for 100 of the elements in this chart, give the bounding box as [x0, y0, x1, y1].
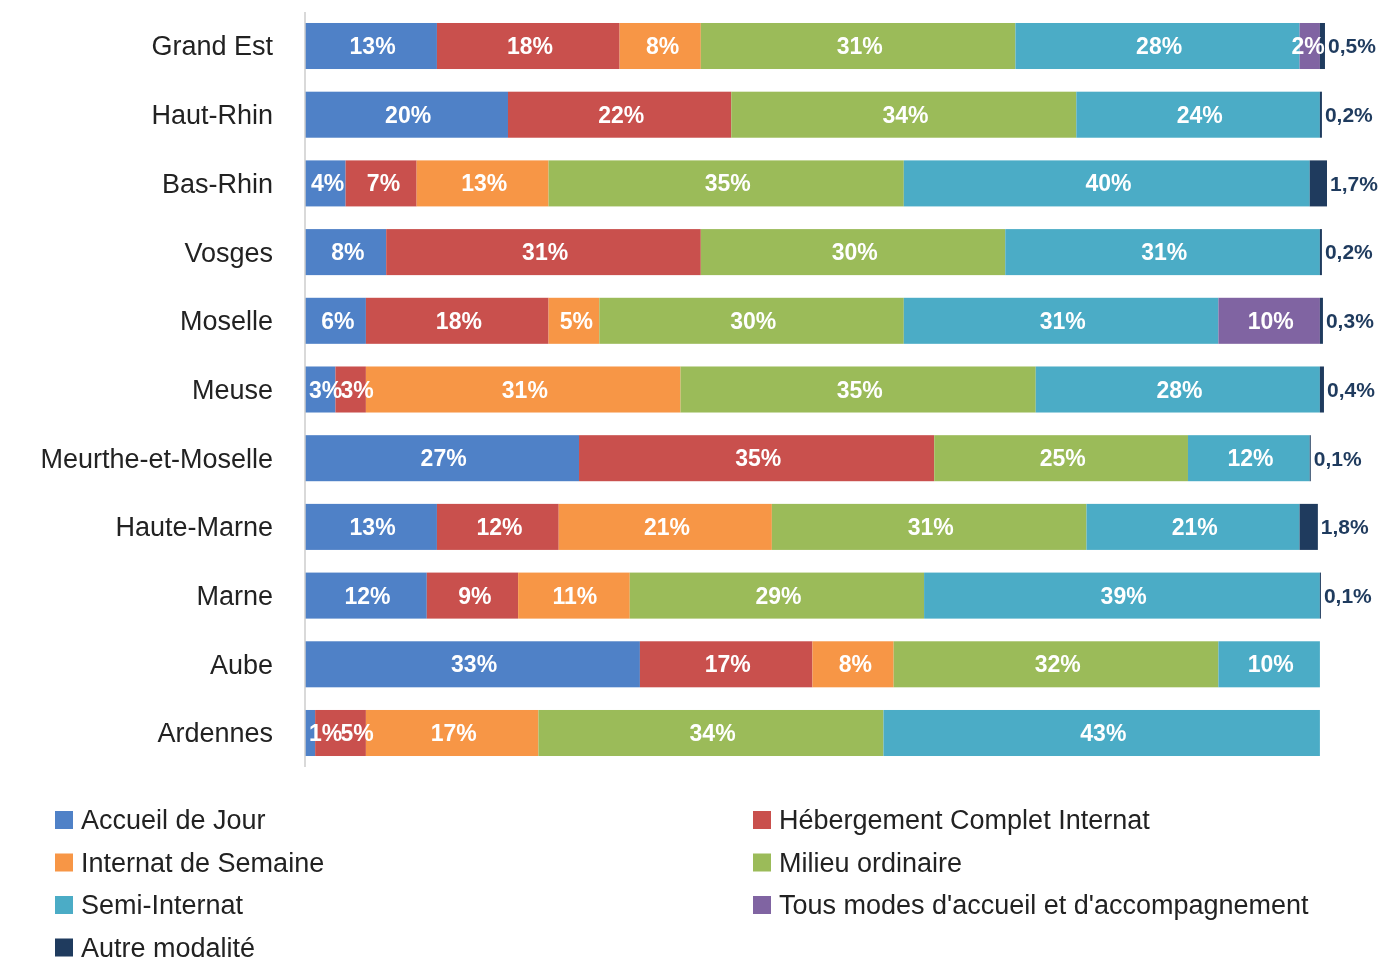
data-label: 13% — [349, 513, 396, 540]
data-label: 13% — [349, 33, 396, 60]
legend-label: Internat de Semaine — [81, 847, 325, 878]
data-label: 22% — [598, 101, 645, 128]
data-label: 0,3% — [1325, 309, 1375, 333]
y-tick-label: Meurthe-et-Moselle — [40, 443, 273, 474]
bar — [305, 503, 437, 550]
data-label: 7% — [366, 170, 401, 197]
data-label: 31% — [1039, 307, 1086, 334]
bar — [548, 160, 904, 207]
y-tick-label: Haut-Rhin — [151, 100, 273, 131]
bar — [416, 160, 549, 207]
data-label: 40% — [1085, 170, 1132, 197]
data-label: 0,2% — [1324, 240, 1374, 264]
bar — [1299, 503, 1318, 550]
y-tick-label: Ardennes — [157, 718, 273, 749]
data-label: 17% — [704, 651, 751, 678]
bar — [599, 297, 904, 344]
bar — [1076, 91, 1320, 138]
data-label: 8% — [838, 651, 873, 678]
bar — [1005, 229, 1320, 276]
y-tick-label: Grand Est — [151, 31, 274, 62]
data-label: 34% — [689, 720, 736, 747]
data-label: 31% — [501, 376, 548, 403]
data-label: 31% — [836, 33, 883, 60]
data-label: 30% — [831, 239, 878, 266]
y-tick-label: Marne — [196, 581, 273, 612]
bar — [1035, 366, 1320, 413]
data-label: 0,4% — [1326, 377, 1376, 401]
y-tick-label: Haute-Marne — [115, 512, 273, 543]
bar — [558, 503, 772, 550]
data-label: 0,1% — [1323, 583, 1373, 607]
data-label: 3% — [340, 376, 374, 403]
y-tick-label: Aube — [209, 649, 273, 680]
bar — [629, 572, 925, 619]
data-label: 35% — [735, 445, 782, 472]
data-label: 33% — [451, 651, 498, 678]
bar — [1218, 641, 1320, 688]
data-label: 10% — [1247, 651, 1294, 678]
data-label: 20% — [385, 101, 432, 128]
data-label: 8% — [645, 33, 680, 60]
data-label: 11% — [552, 582, 598, 609]
legend-label: Tous modes d'accueil et d'accompagnement — [779, 890, 1310, 921]
data-label: 5% — [340, 720, 374, 747]
bar — [731, 91, 1077, 138]
data-label: 30% — [730, 307, 777, 334]
bar — [700, 22, 1016, 70]
bar — [436, 22, 620, 70]
y-tick-label: Meuse — [191, 374, 273, 405]
y-tick-label: Vosges — [184, 237, 273, 268]
data-label: 10% — [1247, 307, 1294, 334]
legend-label: Autre modalité — [81, 932, 256, 958]
data-label: 43% — [1080, 720, 1127, 747]
bar — [538, 709, 884, 757]
legend-label: Accueil de Jour — [81, 805, 266, 836]
data-label: 1,7% — [1330, 171, 1379, 195]
data-label: 39% — [1100, 582, 1147, 609]
data-label: 18% — [435, 307, 482, 334]
bar — [305, 91, 508, 138]
bar — [345, 160, 417, 207]
data-label: 12% — [476, 513, 523, 540]
data-label: 17% — [430, 720, 477, 747]
bar — [934, 435, 1188, 482]
bar — [426, 572, 519, 619]
data-label: 0,5% — [1327, 34, 1377, 58]
data-label: 6% — [321, 307, 355, 334]
legend-label: Semi-Internat — [81, 890, 244, 921]
bar — [436, 503, 559, 550]
bar — [893, 641, 1219, 688]
data-label: 0,1% — [1313, 446, 1362, 470]
bar — [1319, 91, 1322, 138]
data-label: 12% — [1227, 445, 1274, 472]
bar — [507, 91, 732, 138]
bar — [812, 641, 894, 688]
data-label: 21% — [1171, 513, 1218, 540]
bar — [1187, 435, 1310, 482]
data-label: 35% — [836, 376, 883, 403]
data-label: 5% — [559, 307, 593, 334]
bar — [305, 435, 580, 482]
bar — [1309, 160, 1327, 207]
bar — [883, 709, 1320, 757]
data-label: 13% — [461, 170, 508, 197]
bar — [1319, 297, 1323, 344]
bar — [619, 22, 701, 70]
bar — [579, 435, 935, 482]
data-label: 31% — [1141, 239, 1188, 266]
bar — [305, 572, 427, 619]
bar — [1086, 503, 1300, 550]
data-label: 32% — [1034, 651, 1081, 678]
y-tick-label: Moselle — [179, 306, 273, 337]
bar — [903, 297, 1219, 344]
bar — [639, 641, 813, 688]
bar — [386, 229, 701, 276]
bar — [365, 297, 549, 344]
data-label: 28% — [1156, 376, 1203, 403]
data-label: 27% — [420, 445, 467, 472]
data-label: 29% — [755, 582, 802, 609]
bar — [305, 641, 640, 688]
data-label: 1,8% — [1320, 515, 1370, 539]
data-label: 24% — [1176, 101, 1223, 128]
